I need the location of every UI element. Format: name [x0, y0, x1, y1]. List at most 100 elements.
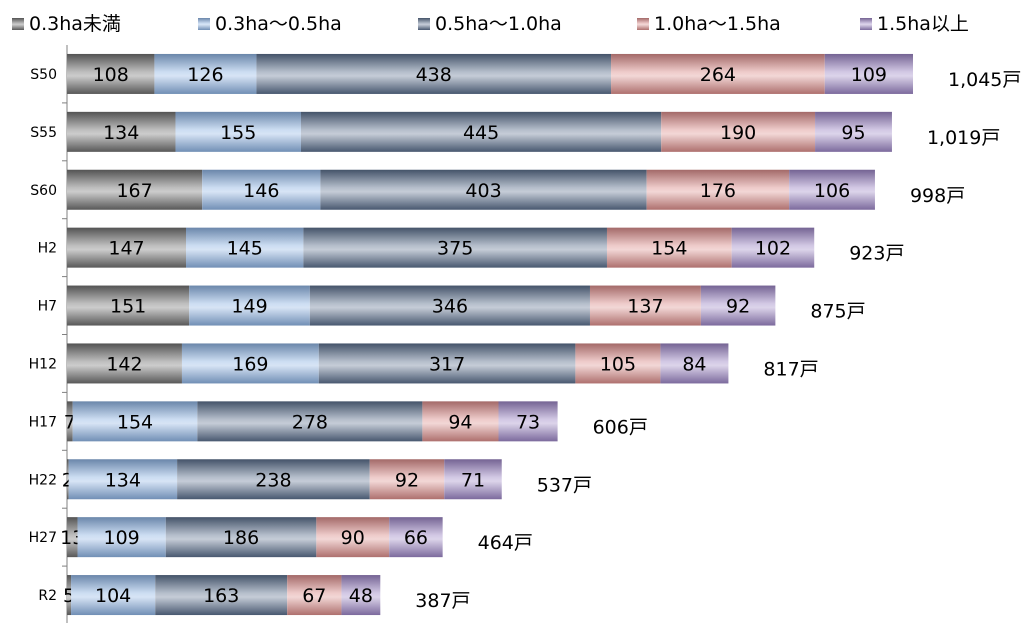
bar-segment — [202, 169, 321, 210]
bar-segment — [303, 227, 607, 268]
bar-segment — [369, 459, 445, 500]
bar-segment — [660, 343, 729, 384]
bar-segment — [186, 227, 304, 268]
bar-segment — [287, 575, 342, 616]
data-label: 238 — [255, 469, 291, 491]
data-label: 84 — [682, 353, 706, 375]
bar-segment — [67, 401, 73, 442]
legend-item: 1.5ha以上 — [860, 13, 969, 35]
bar-segment — [789, 169, 875, 210]
bar-segment — [154, 53, 257, 94]
data-label: 167 — [116, 180, 152, 202]
bar-segment — [197, 401, 423, 442]
bar-segment — [77, 517, 166, 558]
bar-segment — [316, 517, 390, 558]
bar-segment — [181, 343, 319, 384]
bar-segment — [444, 459, 502, 500]
total-label: 537戸 — [537, 474, 592, 496]
bar-segment — [68, 459, 178, 500]
bar-segment — [67, 285, 190, 326]
data-label: 106 — [814, 180, 850, 202]
legend-item: 0.3ha未満 — [12, 13, 121, 35]
bar-segment — [67, 169, 203, 210]
category-label: H17 — [29, 414, 57, 430]
bar-segment — [589, 285, 701, 326]
bar-segment — [67, 111, 176, 152]
data-label: 403 — [465, 180, 501, 202]
legend-swatch — [198, 18, 210, 30]
bar-segment — [67, 343, 182, 384]
bar-segment — [165, 517, 317, 558]
bar-segment — [67, 517, 78, 558]
category-label: S55 — [30, 125, 57, 141]
data-label: 71 — [461, 469, 485, 491]
bar-segment — [575, 343, 661, 384]
legend-item: 0.3ha～0.5ha — [198, 13, 342, 35]
bar-segment — [389, 517, 443, 558]
total-label: 998戸 — [910, 185, 965, 207]
bar-segment — [320, 169, 647, 210]
data-label: 154 — [651, 238, 687, 260]
data-label: 48 — [349, 585, 373, 607]
bar-segment — [72, 401, 198, 442]
legend-swatch — [12, 18, 24, 30]
bar-segment — [606, 227, 732, 268]
bar-segment — [498, 401, 558, 442]
data-label: 146 — [243, 180, 279, 202]
data-label: 102 — [755, 238, 791, 260]
legend-label: 1.5ha以上 — [877, 13, 969, 35]
bar-segment — [341, 575, 381, 616]
data-label: 438 — [416, 64, 452, 86]
data-label: 151 — [110, 296, 146, 318]
category-label: H2 — [38, 241, 57, 257]
bar-segment — [155, 575, 288, 616]
bar-segment — [175, 111, 301, 152]
bar-segment — [611, 53, 825, 94]
category-label: H12 — [29, 356, 57, 372]
data-label: 134 — [103, 122, 139, 144]
data-label: 142 — [106, 353, 142, 375]
data-label: 105 — [600, 353, 636, 375]
bar-segment — [700, 285, 776, 326]
bar-segment — [422, 401, 499, 442]
legend-label: 0.3ha～0.5ha — [215, 13, 342, 35]
total-label: 1,019戸 — [927, 127, 1000, 149]
bar-segment — [67, 459, 69, 500]
data-label: 278 — [292, 411, 328, 433]
data-label: 169 — [232, 353, 268, 375]
data-label: 145 — [227, 238, 263, 260]
category-label: H7 — [38, 299, 57, 315]
total-label: 1,045戸 — [948, 69, 1021, 91]
plot-area: S50 108 126 438 264 109 1,045戸 S55 134 155 445 190 9… — [29, 45, 1021, 623]
data-label: 104 — [95, 585, 131, 607]
bar-segment — [309, 285, 590, 326]
bar-segment — [256, 53, 612, 94]
total-label: 464戸 — [478, 532, 533, 554]
legend-swatch — [860, 18, 872, 30]
data-label: 126 — [187, 64, 223, 86]
legend-label: 1.0ha～1.5ha — [654, 13, 781, 35]
legend-swatch — [637, 18, 649, 30]
bar-segment — [815, 111, 892, 152]
bar-segment — [67, 227, 187, 268]
data-label: 176 — [700, 180, 736, 202]
bar-segment — [661, 111, 816, 152]
data-label: 73 — [516, 411, 540, 433]
category-label: H22 — [29, 472, 57, 488]
data-label: 264 — [700, 64, 736, 86]
data-label: 134 — [105, 469, 141, 491]
data-label: 95 — [841, 122, 865, 144]
data-label: 147 — [108, 238, 144, 260]
total-label: 817戸 — [763, 358, 818, 380]
data-label: 190 — [720, 122, 756, 144]
bar-segment — [300, 111, 662, 152]
category-label: R2 — [38, 588, 57, 604]
legend-item: 1.0ha～1.5ha — [637, 13, 781, 35]
total-label: 923戸 — [849, 243, 904, 265]
legend: 0.3ha未満 0.3ha～0.5ha 0.5ha～1.0ha 1.0ha～1.5ha… — [12, 13, 969, 35]
total-label: 606戸 — [593, 416, 648, 438]
data-label: 92 — [395, 469, 419, 491]
category-label: S50 — [30, 67, 57, 83]
legend-item: 0.5ha～1.0ha — [418, 13, 562, 35]
bar-segment — [731, 227, 815, 268]
